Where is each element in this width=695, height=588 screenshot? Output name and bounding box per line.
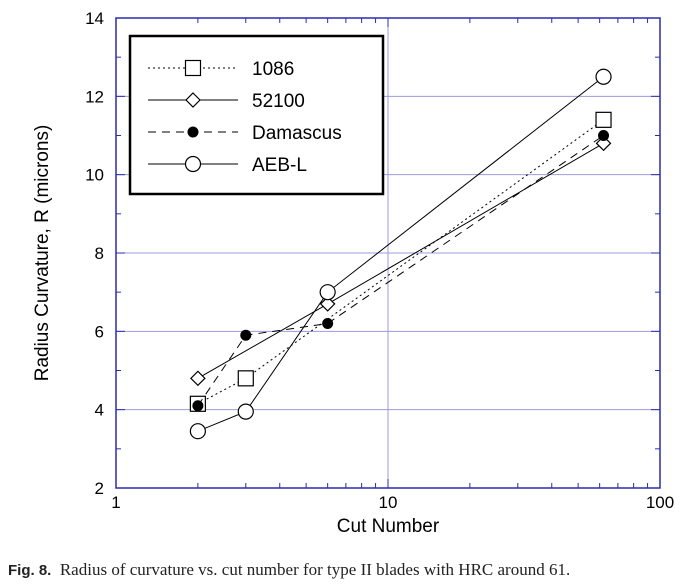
y-tick-label: 10 — [85, 166, 104, 185]
data-point — [595, 135, 612, 152]
legend-box — [128, 34, 385, 196]
x-axis-label: Cut Number — [337, 516, 440, 537]
y-tick-label: 8 — [95, 244, 104, 263]
legend-marker — [184, 59, 202, 77]
data-point — [237, 370, 254, 387]
axis-ticks — [115, 17, 661, 489]
caption-text: Radius of curvature vs. cut number for t… — [59, 560, 571, 579]
data-point — [322, 318, 334, 329]
series-line — [197, 135, 604, 407]
data-point — [189, 423, 206, 440]
series-AEB-L — [189, 68, 612, 440]
y-tick-label: 4 — [95, 401, 104, 420]
data-point — [595, 68, 612, 85]
y-tick-label: 6 — [95, 322, 104, 341]
data-point — [598, 130, 610, 141]
legend-label: Damascus — [252, 123, 342, 144]
series-Damascus — [192, 130, 610, 412]
series-line — [197, 76, 604, 432]
series-layer — [189, 68, 612, 440]
tick-labels: 1 10 100 2 4 6 8 10 12 14 — [85, 9, 674, 512]
data-point — [237, 403, 254, 420]
legend-label: 1086 — [252, 59, 294, 80]
legend-label: 52100 — [252, 91, 305, 112]
x-tick-label: 100 — [646, 493, 674, 512]
data-point — [595, 111, 612, 128]
figure-caption: Fig. 8. Radius of curvature vs. cut numb… — [8, 560, 688, 580]
legend-marker — [187, 126, 199, 138]
chart: 1 10 100 2 4 6 8 10 12 14 Cut Number Radius Curva… — [32, 9, 674, 537]
legend-label: AEB-L — [252, 155, 307, 176]
data-point — [192, 400, 204, 412]
legend-marker — [184, 155, 202, 173]
data-point — [190, 370, 206, 387]
x-tick-label: 1 — [111, 493, 120, 512]
legend-marker — [185, 92, 201, 108]
data-point — [319, 284, 336, 301]
y-axis-label: Radius Curvature, R (microns) — [32, 125, 53, 382]
legend: 1086 52100 Damascus AEB-L — [128, 34, 385, 196]
y-tick-label: 2 — [95, 479, 104, 498]
series-52100 — [190, 135, 612, 387]
caption-figure-number: Fig. 8. — [8, 562, 52, 579]
y-tick-label: 14 — [85, 9, 104, 28]
data-point — [240, 329, 252, 341]
y-tick-label: 12 — [85, 87, 104, 106]
x-tick-label: 10 — [379, 493, 398, 512]
data-point — [319, 296, 336, 312]
